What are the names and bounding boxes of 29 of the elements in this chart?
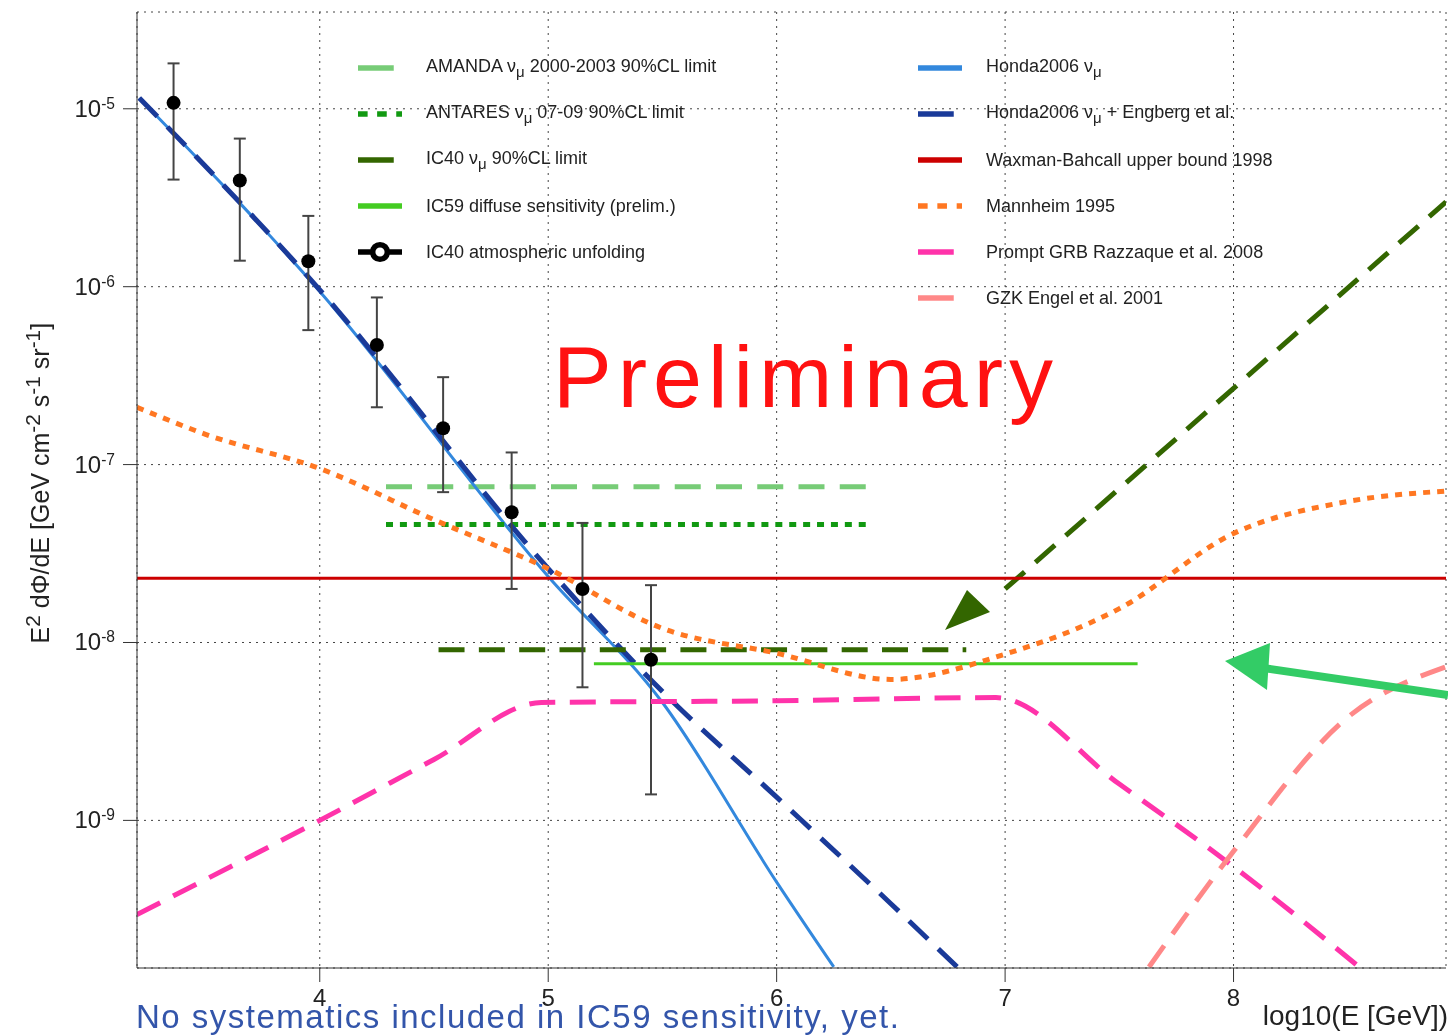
legend-label: Waxman-Bahcall upper bound 1998 [986,149,1273,170]
legend-label: ANTARES ν$_{μ}$ 07-09 90%CL limit [426,102,684,126]
legend-label: Mannheim 1995 [986,195,1116,216]
y-tick-label: 10$^{-8}$ [74,627,115,656]
legend-label: IC40 atmospheric unfolding [426,241,646,262]
legend-label: Honda2006 ν$_{μ}$ [986,56,1102,80]
y-tick-label: 10$^{-5}$ [74,94,116,122]
point [232,173,247,188]
legend-label: IC40 ν$_{μ}$ 90%CL limit [426,148,588,172]
point [166,95,181,110]
x-tick-label: 7 [998,984,1012,1011]
point [504,505,519,520]
point [369,338,384,353]
y-tick-label: 10$^{-6}$ [74,272,115,300]
annotation: Preliminary [553,326,1060,428]
legend-label: GZK Engel et al. 2001 [986,287,1164,308]
legend-label: AMANDA ν$_{μ}$ 2000-2003 90%CL limit [426,56,717,80]
point [301,254,316,269]
y-tick-label: 10$^{-7}$ [74,450,115,478]
x-tick-label: 6 [769,984,784,1011]
point [436,421,451,436]
legend-label: Prompt GRB Razzaque et al. 2008 [986,241,1264,262]
legend-label: IC59 diffuse sensitivity (prelim.) [426,195,676,216]
point [644,652,659,667]
point [575,581,590,596]
x-tick-label: 8 [1226,984,1241,1011]
legend-label: Honda2006 ν$_{μ}$ + Engberg et al. [986,102,1235,126]
y-tick-label: 10$^{-9}$ [74,805,115,834]
x-axis-title: log10(E [GeV]) [1262,1000,1448,1032]
